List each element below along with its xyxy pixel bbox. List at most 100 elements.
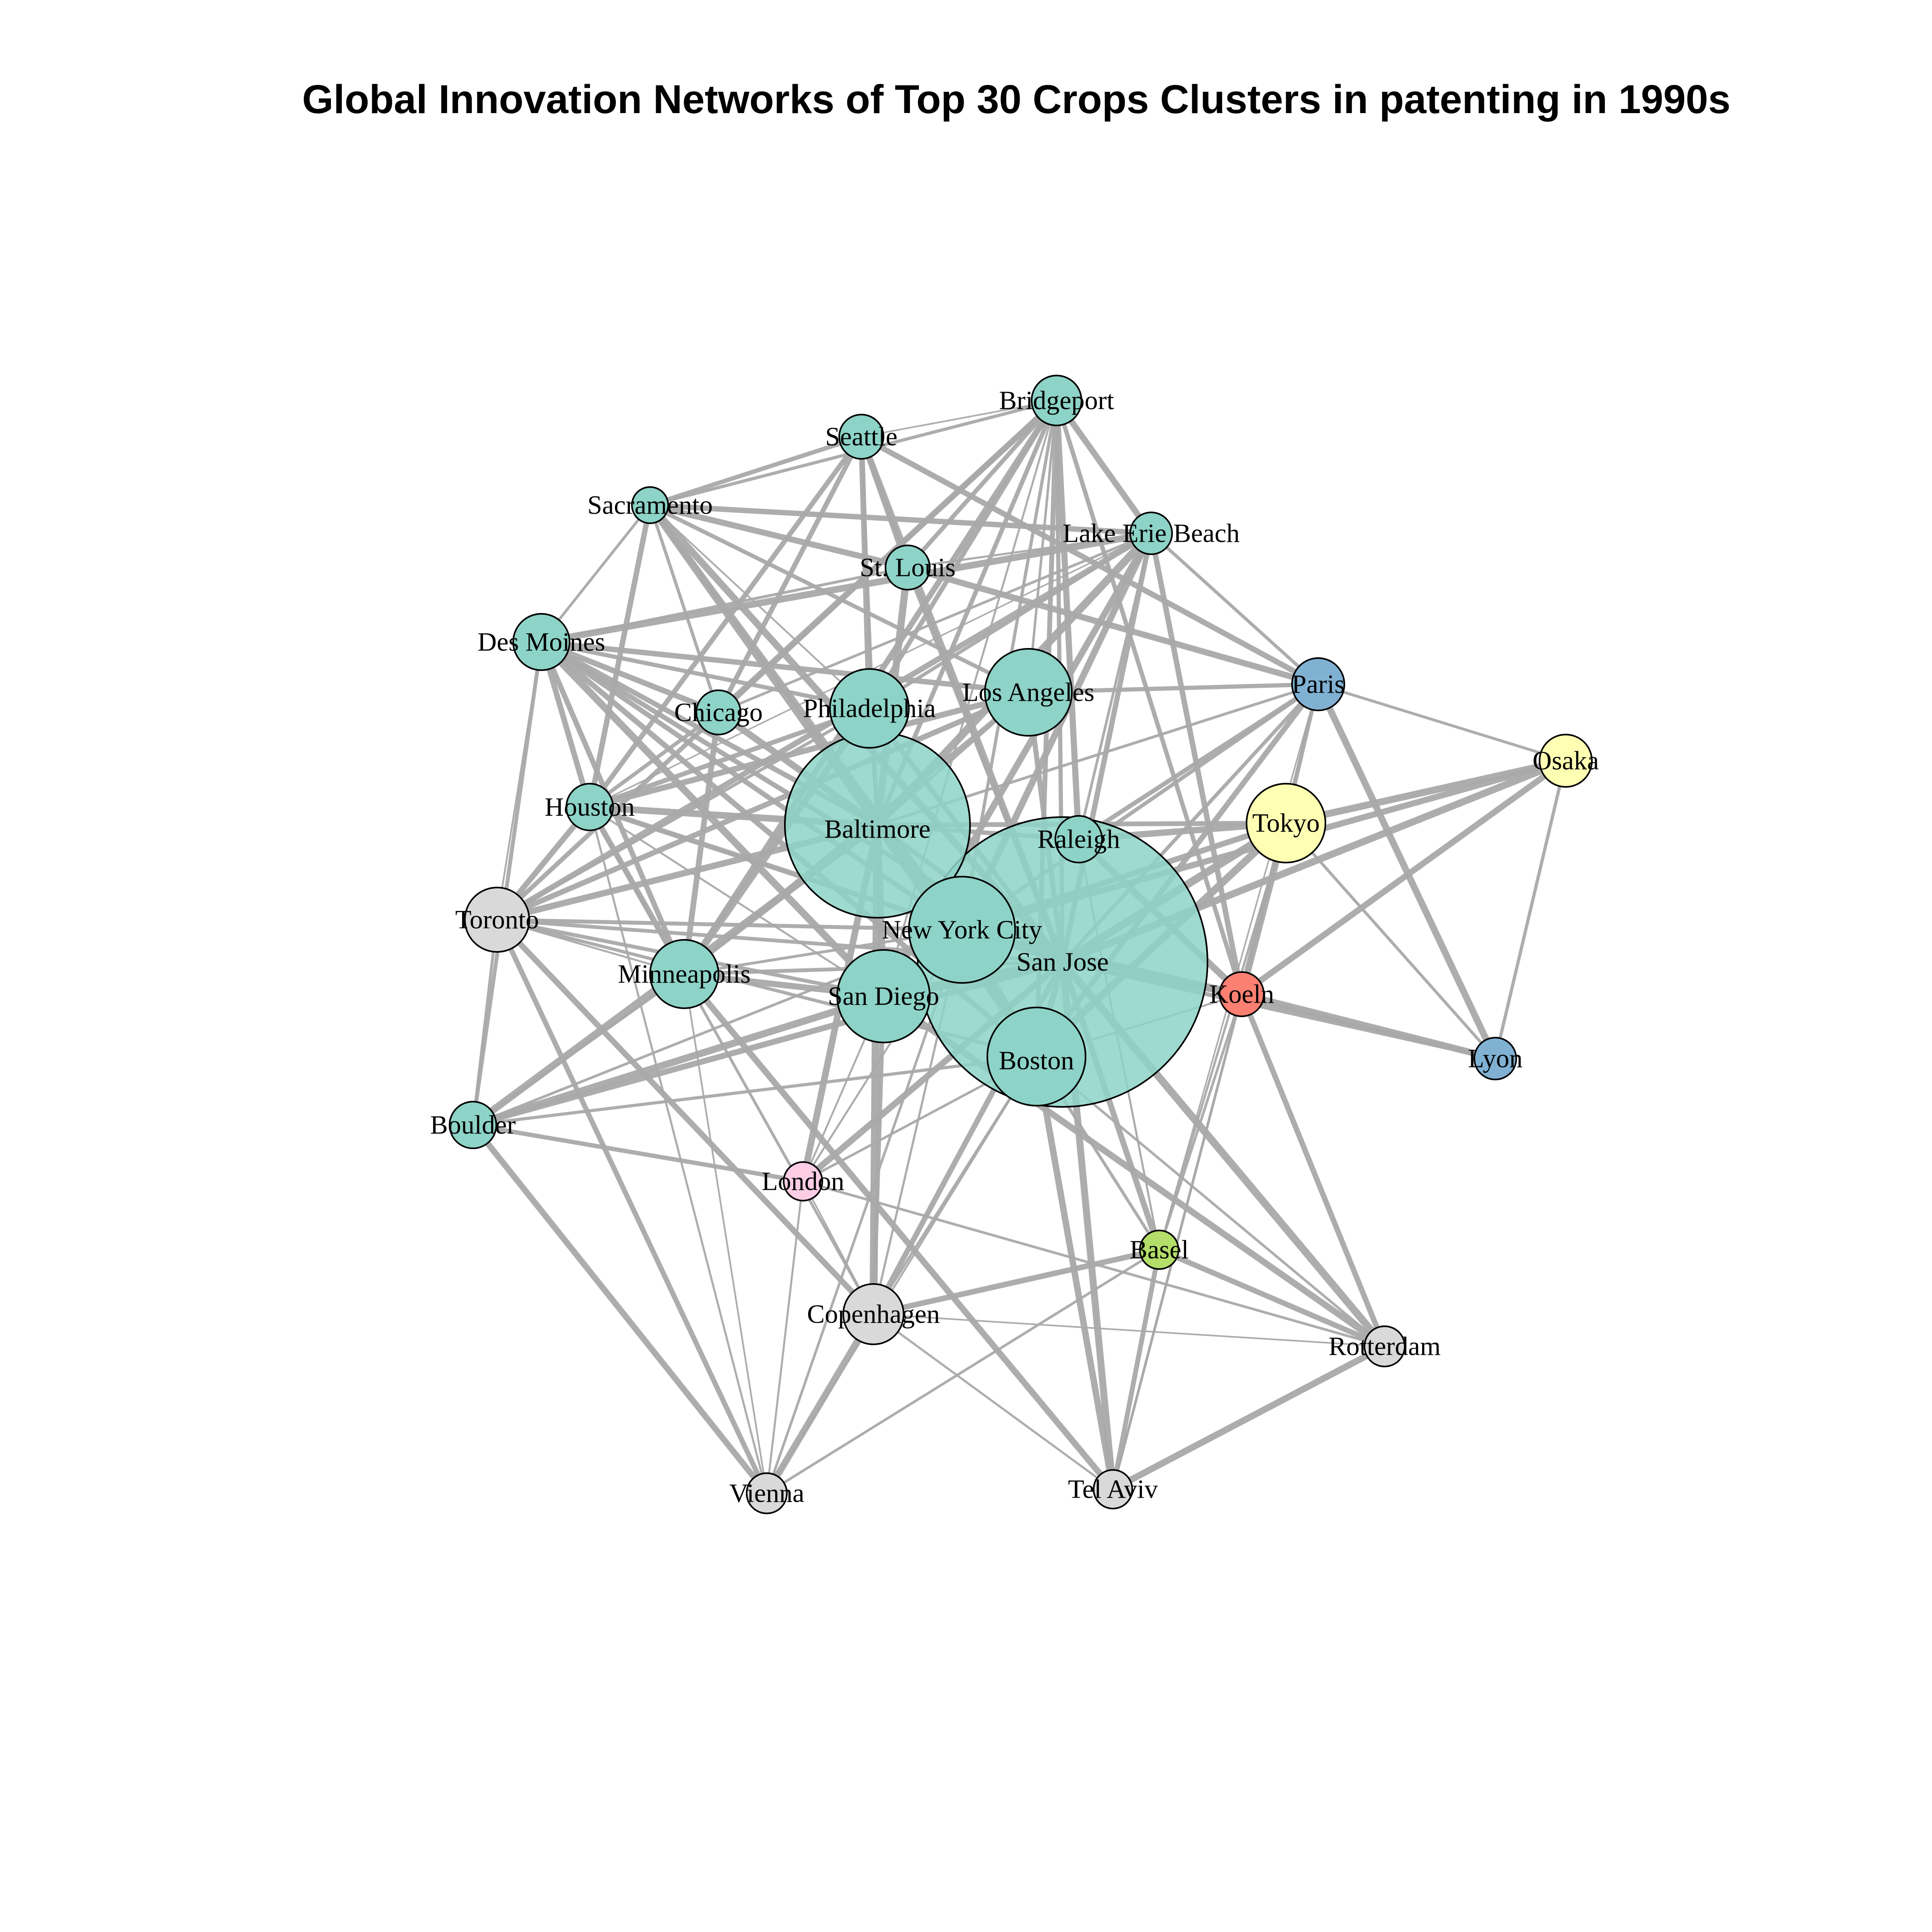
node-raleigh[interactable] (1055, 815, 1103, 863)
node-toronto[interactable] (464, 887, 530, 953)
edge-sandiego-boulder (472, 993, 885, 1129)
node-label-boulder: Boulder (430, 1110, 516, 1140)
edge-desmoines-lakeerie (541, 530, 1152, 646)
edge-paris-osaka (1317, 683, 1567, 762)
node-philadelphia[interactable] (829, 668, 910, 749)
node-houston[interactable] (566, 783, 614, 831)
edge-bridgeport-koeln (1054, 400, 1244, 995)
edge-london-vienna (766, 1181, 804, 1494)
node-chicago[interactable] (696, 689, 741, 735)
edge-seattle-chicago (716, 436, 864, 714)
node-tokyo[interactable] (1246, 783, 1326, 863)
node-bridgeport[interactable] (1031, 375, 1082, 426)
edge-basel-rotterdam (1158, 1247, 1386, 1349)
node-minneapolis[interactable] (649, 939, 719, 1009)
node-label-lakeerie: Lake Erie Beach (1063, 519, 1240, 548)
node-label-chicago: Chicago (674, 698, 763, 727)
node-basel[interactable] (1139, 1230, 1179, 1270)
node-label-vienna: Vienna (729, 1479, 805, 1508)
node-sacramento[interactable] (631, 486, 669, 524)
node-label-basel: Basel (1130, 1235, 1189, 1265)
edge-sacramento-seattle (649, 434, 862, 508)
node-seattle[interactable] (838, 414, 884, 460)
edge-chicago-minneapolis (681, 712, 721, 974)
node-copenhagen[interactable] (842, 1283, 904, 1345)
node-nyc[interactable] (908, 876, 1016, 984)
node-label-baltimore: Baltimore (824, 815, 931, 844)
node-label-koeln: Koeln (1209, 980, 1274, 1009)
edge-sandiego-desmoines (539, 639, 886, 999)
node-osaka[interactable] (1539, 734, 1593, 788)
node-label-london: London (762, 1167, 844, 1196)
node-label-stlouis: St. Louis (860, 553, 956, 582)
edge-desmoines-sacramento (540, 504, 651, 643)
edge-copenhagen-telaviv (873, 1313, 1114, 1490)
node-label-sanjose: San Jose (1016, 947, 1108, 977)
nodes-layer (449, 375, 1593, 1514)
chart-title: Global Innovation Networks of Top 30 Cro… (302, 77, 1731, 122)
edge-lakeerie-bridgeport (1054, 398, 1154, 535)
edge-boston-rotterdam (1035, 1055, 1386, 1348)
edge-koeln-rotterdam (1239, 993, 1387, 1348)
node-boston[interactable] (987, 1007, 1086, 1106)
edge-basel-vienna (766, 1249, 1160, 1494)
edge-philadelphia-seattle (858, 436, 873, 709)
node-label-desmoines: Des Moines (477, 627, 605, 657)
edge-tokyo-osaka (1285, 757, 1567, 827)
edge-minneapolis-telaviv (682, 972, 1115, 1491)
edge-toronto-lakeerie (495, 530, 1153, 923)
node-lakeerie[interactable] (1129, 512, 1173, 555)
node-koeln[interactable] (1219, 971, 1265, 1017)
node-label-minneapolis: Minneapolis (618, 960, 751, 989)
edge-paris-lyon (1315, 683, 1499, 1060)
edge-toronto-vienna (495, 919, 769, 1494)
node-losangeles[interactable] (984, 648, 1073, 737)
node-label-toronto: Toronto (455, 905, 539, 935)
edge-chicago-desmoines (540, 639, 720, 715)
node-label-osaka: Osaka (1533, 746, 1599, 776)
node-label-sandiego: San Diego (828, 982, 939, 1011)
node-stlouis[interactable] (885, 545, 931, 590)
edge-london-boulder (473, 1123, 803, 1184)
node-label-philadelphia: Philadelphia (803, 694, 936, 723)
edge-stlouis-lakeerie (907, 532, 1152, 569)
edge-desmoines-stlouis (541, 566, 908, 644)
node-label-losangeles: Los Angeles (962, 678, 1094, 707)
node-label-lyon: Lyon (1468, 1044, 1523, 1073)
edge-stlouis-bridgeport (906, 399, 1059, 569)
edge-seattle-paris (860, 434, 1320, 687)
node-london[interactable] (783, 1161, 823, 1201)
edge-koeln-lyon (1241, 991, 1496, 1062)
edge-tokyo-lyon (1285, 822, 1496, 1060)
edge-sacramento-chicago (648, 504, 720, 713)
node-label-houston: Houston (545, 793, 635, 822)
edge-basel-telaviv (1110, 1249, 1162, 1490)
edge-toronto-copenhagen (495, 918, 876, 1316)
edge-philadelphia-sacramento (649, 504, 870, 709)
edge-boston-boulder (473, 1055, 1037, 1127)
edge-lakeerie-chicago (718, 532, 1152, 714)
node-label-tokyo: Tokyo (1252, 809, 1320, 838)
node-boulder[interactable] (449, 1101, 497, 1149)
node-label-raleigh: Raleigh (1037, 825, 1120, 854)
edge-osaka-lyon (1494, 760, 1567, 1059)
node-vienna[interactable] (746, 1472, 788, 1514)
edge-chicago-houston (588, 711, 720, 809)
edge-koeln-basel (1158, 994, 1243, 1250)
node-telaviv[interactable] (1093, 1469, 1133, 1509)
edge-minneapolis-vienna (683, 974, 768, 1494)
edge-sacramento-stlouis (649, 502, 908, 571)
edge-sandiego-copenhagen (871, 996, 886, 1315)
node-desmoines[interactable] (512, 613, 570, 671)
edge-bridgeport-seattle (861, 400, 1057, 438)
edge-sacramento-lakeerie (650, 502, 1152, 536)
node-lyon[interactable] (1474, 1037, 1517, 1080)
node-label-copenhagen: Copenhagen (807, 1300, 940, 1329)
edge-stlouis-paris (906, 564, 1319, 687)
node-label-bridgeport: Bridgeport (999, 386, 1114, 415)
node-sandiego[interactable] (836, 949, 931, 1043)
node-paris[interactable] (1291, 657, 1345, 711)
node-rotterdam[interactable] (1364, 1325, 1406, 1367)
